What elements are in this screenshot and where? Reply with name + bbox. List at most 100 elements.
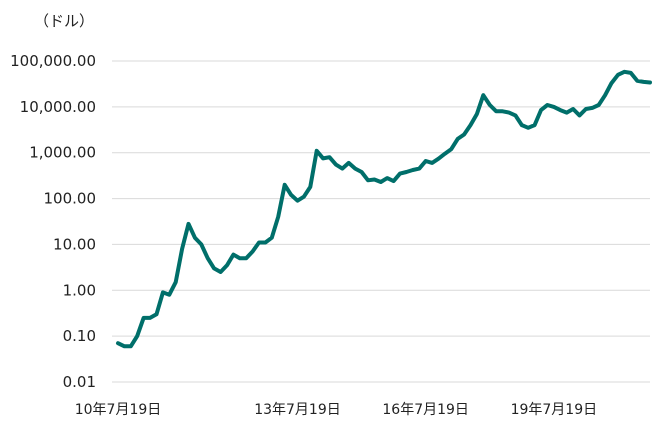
price-data-point — [167, 293, 171, 297]
y-axis-unit-label: （ドル） — [34, 12, 95, 30]
price-data-point — [501, 109, 505, 113]
price-data-point — [251, 249, 255, 254]
price-data-point — [552, 105, 556, 109]
price-data-point — [468, 123, 473, 127]
price-data-point — [244, 256, 248, 260]
price-data-point — [129, 344, 133, 348]
price-data-point — [225, 263, 229, 267]
price-data-point — [648, 80, 652, 85]
price-series-line — [116, 69, 652, 349]
series-layer — [116, 69, 652, 349]
price-data-point — [507, 111, 511, 115]
price-data-point — [404, 170, 408, 174]
price-data-point — [443, 152, 447, 156]
price-data-point — [385, 176, 389, 180]
price-data-point — [545, 103, 550, 107]
price-data-point — [122, 344, 126, 348]
y-tick-label: 100,000.00 — [10, 52, 96, 70]
price-data-point — [327, 155, 332, 159]
gridlines — [112, 60, 650, 383]
price-data-point — [609, 81, 614, 85]
price-data-point — [533, 123, 537, 127]
price-data-point — [193, 236, 197, 240]
price-data-point — [584, 107, 588, 111]
price-data-point — [462, 132, 466, 137]
price-data-point — [199, 242, 203, 246]
price-data-point — [161, 290, 165, 294]
price-data-point — [379, 180, 383, 184]
price-data-point — [276, 215, 280, 219]
price-data-point — [577, 113, 582, 117]
price-data-point — [449, 147, 453, 151]
price-data-point — [180, 247, 184, 251]
price-data-point — [219, 270, 223, 274]
price-data-point — [597, 103, 601, 107]
price-data-point — [622, 70, 627, 74]
y-axis-ticks: 100,000.00 10,000.00 1,000.00 100.00 10.00 1.… — [10, 52, 96, 391]
price-data-point — [340, 167, 344, 171]
price-data-point — [642, 80, 646, 84]
price-data-point — [539, 108, 543, 112]
price-data-point — [398, 172, 402, 176]
price-data-point — [238, 256, 242, 260]
y-tick-label: 1.00 — [63, 281, 96, 299]
price-data-point — [283, 183, 287, 187]
price-data-point — [231, 253, 235, 257]
price-data-point — [475, 112, 479, 116]
price-data-point — [135, 334, 139, 338]
x-tick-label: 19年7月19日 — [511, 402, 598, 418]
price-data-point — [174, 280, 178, 284]
price-data-point — [424, 159, 428, 163]
price-data-point — [270, 236, 274, 240]
price-data-point — [315, 149, 319, 153]
price-data-point — [603, 93, 607, 97]
y-tick-label: 10,000.00 — [20, 98, 96, 116]
price-data-point — [142, 316, 146, 320]
y-tick-label: 0.10 — [63, 327, 96, 345]
price-data-point — [366, 178, 370, 182]
price-data-point — [321, 156, 325, 160]
price-data-point — [417, 167, 421, 171]
price-data-point — [392, 179, 396, 183]
y-tick-label: 0.01 — [63, 373, 96, 391]
price-data-point — [456, 137, 460, 141]
price-data-point — [481, 93, 485, 97]
price-data-point — [520, 123, 524, 127]
price-data-point — [558, 108, 562, 112]
price-data-point — [629, 71, 633, 75]
price-data-point — [635, 79, 639, 83]
price-data-point — [302, 195, 306, 199]
price-data-point — [295, 199, 300, 203]
price-data-point — [353, 167, 357, 171]
price-data-point — [616, 73, 620, 77]
price-data-point — [436, 157, 441, 161]
x-axis-ticks: 10年7月19日 13年7月19日 16年7月19日 19年7月19日 — [75, 402, 597, 418]
price-data-point — [148, 316, 152, 320]
price-data-point — [360, 170, 364, 174]
price-data-point — [334, 163, 338, 167]
x-tick-label: 13年7月19日 — [254, 402, 341, 418]
price-data-point — [289, 193, 293, 197]
price-data-point — [347, 161, 351, 165]
price-data-point — [488, 103, 492, 107]
y-tick-label: 1,000.00 — [29, 144, 96, 162]
price-data-point — [308, 185, 312, 189]
price-data-point — [411, 168, 415, 172]
price-data-point — [372, 177, 376, 182]
price-data-point — [186, 222, 191, 226]
price-data-point — [565, 111, 569, 115]
price-data-point — [263, 240, 267, 245]
price-data-point — [257, 240, 261, 245]
price-data-point — [212, 266, 216, 270]
price-data-point — [494, 109, 498, 113]
x-tick-label: 16年7月19日 — [382, 402, 469, 418]
y-tick-label: 10.00 — [53, 235, 96, 253]
price-data-point — [116, 341, 120, 345]
y-tick-label: 100.00 — [44, 190, 97, 208]
price-data-point — [513, 113, 518, 117]
price-data-point — [571, 107, 575, 111]
price-data-point — [526, 126, 530, 130]
price-data-point — [590, 106, 594, 110]
x-tick-label: 10年7月19日 — [75, 402, 162, 418]
